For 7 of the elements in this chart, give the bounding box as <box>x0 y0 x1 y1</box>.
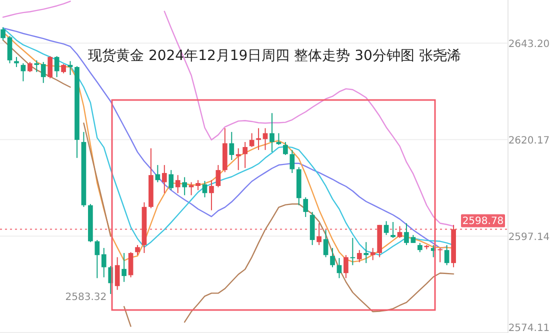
text: 现货黄金 2024年12月19日周四 整体走势 30分钟图 张尧浠 <box>88 48 461 64</box>
y-tick-label: 2620.17 <box>508 136 550 147</box>
y-tick-label: 2574.11 <box>508 323 550 333</box>
y-tick-label: 2643.20 <box>508 39 550 50</box>
ref-line-label: 2598.78 <box>462 216 504 228</box>
annotation: 2583.32 <box>65 292 107 303</box>
y-tick-label: 2597.14 <box>508 232 550 244</box>
